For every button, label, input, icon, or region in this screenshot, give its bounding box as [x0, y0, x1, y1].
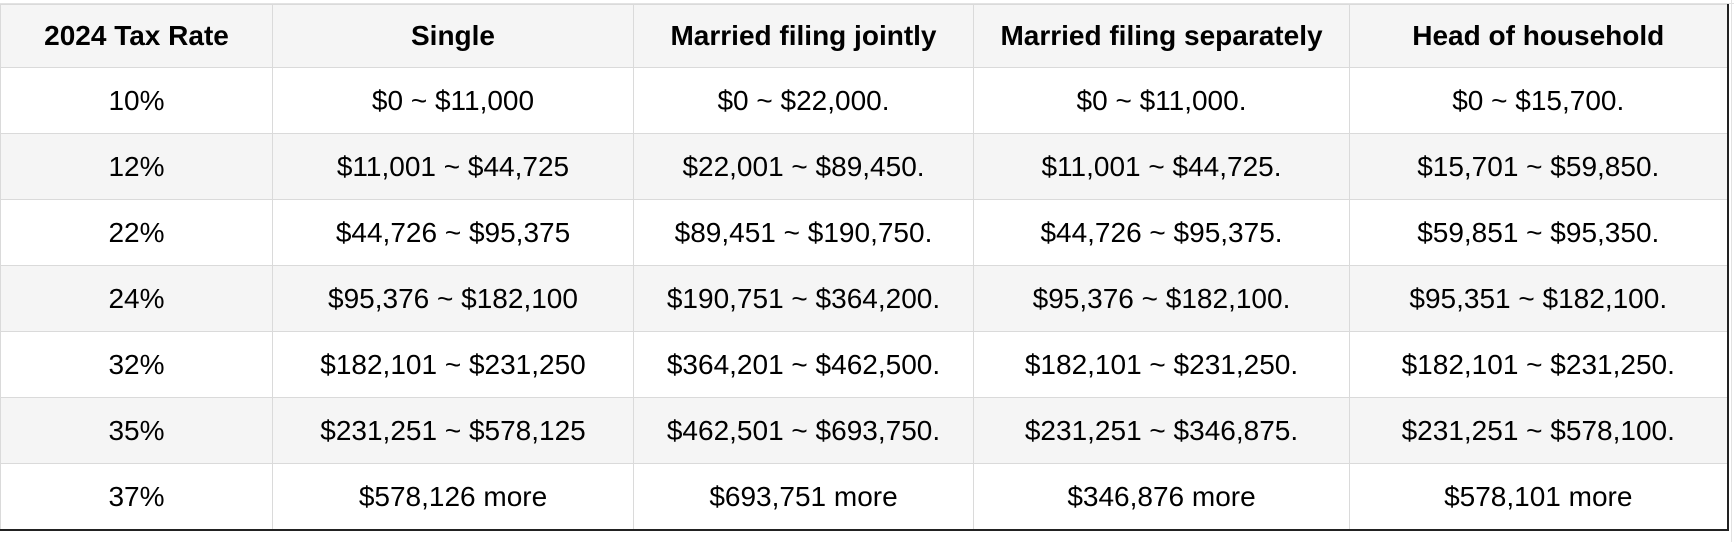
cell-married-jointly[interactable]: $22,001 ~ $89,450. — [633, 133, 974, 200]
table-row: 32% $182,101 ~ $231,250 $364,201 ~ $462,… — [0, 331, 1729, 398]
table-row: 37% $578,126 more $693,751 more $346,876… — [0, 463, 1729, 531]
table-row: 35% $231,251 ~ $578,125 $462,501 ~ $693,… — [0, 397, 1729, 464]
cell-head-of-household[interactable]: $182,101 ~ $231,250. — [1349, 331, 1729, 398]
cell-married-separately[interactable]: $11,001 ~ $44,725. — [973, 133, 1350, 200]
cell-tax-rate[interactable]: 22% — [0, 199, 273, 266]
cell-tax-rate[interactable]: 24% — [0, 265, 273, 332]
cell-married-jointly[interactable]: $190,751 ~ $364,200. — [633, 265, 974, 332]
cell-married-jointly[interactable]: $462,501 ~ $693,750. — [633, 397, 974, 464]
cell-head-of-household[interactable]: $578,101 more — [1349, 463, 1729, 531]
table-row: 24% $95,376 ~ $182,100 $190,751 ~ $364,2… — [0, 265, 1729, 332]
tax-bracket-table: 2024 Tax Rate Single Married filing join… — [0, 4, 1729, 531]
cell-single[interactable]: $0 ~ $11,000 — [272, 67, 634, 134]
cell-single[interactable]: $11,001 ~ $44,725 — [272, 133, 634, 200]
cell-married-separately[interactable]: $182,101 ~ $231,250. — [973, 331, 1350, 398]
cell-married-separately[interactable]: $95,376 ~ $182,100. — [973, 265, 1350, 332]
cell-single[interactable]: $182,101 ~ $231,250 — [272, 331, 634, 398]
cell-married-separately[interactable]: $44,726 ~ $95,375. — [973, 199, 1350, 266]
sheet-gridline — [0, 3, 1734, 4]
cell-married-jointly[interactable]: $0 ~ $22,000. — [633, 67, 974, 134]
cell-married-separately[interactable]: $231,251 ~ $346,875. — [973, 397, 1350, 464]
cell-married-jointly[interactable]: $693,751 more — [633, 463, 974, 531]
header-tax-rate[interactable]: 2024 Tax Rate — [0, 4, 273, 68]
table-row: 10% $0 ~ $11,000 $0 ~ $22,000. $0 ~ $11,… — [0, 67, 1729, 134]
cell-single[interactable]: $95,376 ~ $182,100 — [272, 265, 634, 332]
header-married-separately[interactable]: Married filing separately — [973, 4, 1350, 68]
sheet-gridline — [1731, 0, 1732, 542]
cell-head-of-household[interactable]: $95,351 ~ $182,100. — [1349, 265, 1729, 332]
cell-tax-rate[interactable]: 12% — [0, 133, 273, 200]
cell-single[interactable]: $44,726 ~ $95,375 — [272, 199, 634, 266]
cell-single[interactable]: $578,126 more — [272, 463, 634, 531]
cell-tax-rate[interactable]: 37% — [0, 463, 273, 531]
cell-tax-rate[interactable]: 32% — [0, 331, 273, 398]
header-single[interactable]: Single — [272, 4, 634, 68]
cell-head-of-household[interactable]: $59,851 ~ $95,350. — [1349, 199, 1729, 266]
cell-head-of-household[interactable]: $231,251 ~ $578,100. — [1349, 397, 1729, 464]
cell-head-of-household[interactable]: $0 ~ $15,700. — [1349, 67, 1729, 134]
table-row: 22% $44,726 ~ $95,375 $89,451 ~ $190,750… — [0, 199, 1729, 266]
cell-married-jointly[interactable]: $364,201 ~ $462,500. — [633, 331, 974, 398]
cell-head-of-household[interactable]: $15,701 ~ $59,850. — [1349, 133, 1729, 200]
table-row: 12% $11,001 ~ $44,725 $22,001 ~ $89,450.… — [0, 133, 1729, 200]
header-row: 2024 Tax Rate Single Married filing join… — [0, 4, 1729, 68]
cell-tax-rate[interactable]: 35% — [0, 397, 273, 464]
cell-tax-rate[interactable]: 10% — [0, 67, 273, 134]
header-head-of-household[interactable]: Head of household — [1349, 4, 1729, 68]
cell-single[interactable]: $231,251 ~ $578,125 — [272, 397, 634, 464]
cell-married-jointly[interactable]: $89,451 ~ $190,750. — [633, 199, 974, 266]
cell-married-separately[interactable]: $346,876 more — [973, 463, 1350, 531]
header-married-jointly[interactable]: Married filing jointly — [633, 4, 974, 68]
cell-married-separately[interactable]: $0 ~ $11,000. — [973, 67, 1350, 134]
